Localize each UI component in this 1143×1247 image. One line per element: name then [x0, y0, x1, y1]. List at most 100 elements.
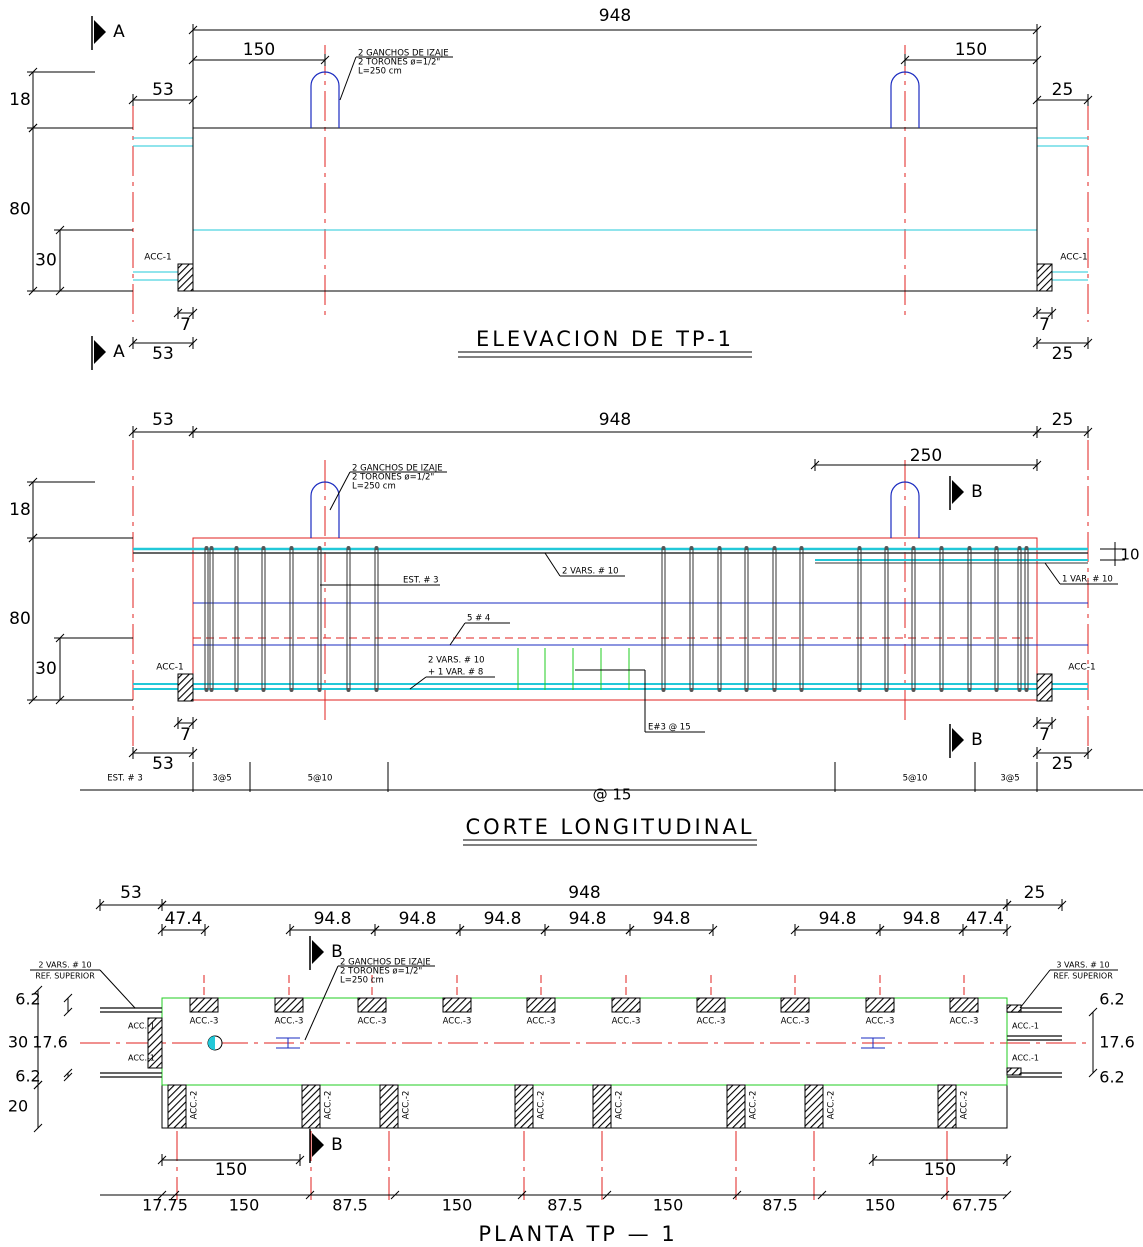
dim-label: 80 [9, 609, 31, 629]
note: L=250 cm [340, 976, 384, 986]
dim-label: 30 [35, 659, 57, 679]
label: ACC.-2 [827, 1091, 837, 1120]
bar-dot [289, 546, 294, 550]
accessory [514, 1084, 534, 1129]
bar-dot [317, 546, 322, 550]
note: 2 GANCHOS DE IZAJE [340, 958, 431, 968]
note: L=250 cm [358, 67, 402, 77]
accessory [177, 673, 194, 702]
section-mark: A [113, 22, 125, 42]
dim-label: 67.75 [952, 1196, 998, 1215]
dim-label: 6.2 [1099, 1068, 1124, 1087]
bar-dot [317, 688, 322, 692]
accessory [379, 1084, 399, 1129]
dim-tick [732, 1190, 742, 1200]
view-title: PLANTA TP — 1 [478, 1222, 677, 1246]
dim-label: 30 [35, 251, 57, 271]
dim-label: 6.2 [15, 1067, 40, 1086]
dim-label: 25 [1052, 754, 1074, 774]
label: ACC.-2 [537, 1091, 547, 1120]
label: REF. SUPERIOR [1053, 972, 1113, 981]
section-mark: B [331, 1135, 343, 1155]
dim-label: 17.6 [1099, 1033, 1135, 1052]
bar-dot [884, 688, 889, 692]
dim-tick [517, 1190, 527, 1200]
section-mark: A [113, 342, 125, 362]
label: 2 VARS. # 10 [428, 656, 485, 666]
note: 2 TORONES ø=1/2" [352, 473, 434, 483]
label: 2 VARS. # 10 [38, 961, 91, 970]
leader [329, 471, 351, 511]
label: ACC-1 [144, 253, 172, 263]
leader [544, 552, 561, 577]
dim-label: 150 [229, 1196, 260, 1215]
bar-dot [374, 546, 379, 550]
bar-dot [1024, 546, 1029, 550]
spacing-label: EST. # 3 [107, 774, 143, 784]
label: ACC.-2 [749, 1091, 759, 1120]
label: ACC.-1 [1012, 1054, 1039, 1063]
dim-label: 20 [8, 1097, 28, 1116]
label: REF. SUPERIOR [35, 972, 95, 981]
bar-dot [689, 688, 694, 692]
dim-label: 150 [442, 1196, 473, 1215]
dim-label: 94.8 [819, 909, 857, 929]
dim-tick [157, 1190, 167, 1200]
dim-label: 94.8 [399, 909, 437, 929]
label: ACC.-3 [697, 1017, 726, 1027]
bar-dot [1024, 688, 1029, 692]
dim-label: 94.8 [314, 909, 352, 929]
bar-dot [799, 546, 804, 550]
bar-dot [374, 688, 379, 692]
bar-dot [261, 546, 266, 550]
dim-tick [33, 985, 43, 995]
accessory [1006, 1067, 1022, 1076]
leader [339, 56, 357, 101]
bar-dot [911, 688, 916, 692]
note: 2 TORONES ø=1/2" [358, 58, 440, 68]
leader [1044, 562, 1061, 585]
dim-label: 150 [955, 40, 987, 60]
dim-label: 150 [243, 40, 275, 60]
label: 3 VARS. # 10 [1056, 961, 1109, 970]
label: ACC-1 [1068, 663, 1096, 673]
dim-tick [63, 993, 73, 1003]
dim-label: 7 [180, 725, 191, 745]
section-mark-arrow [952, 728, 964, 752]
dim-tick [63, 1072, 73, 1082]
label: ACC.-2 [324, 1091, 334, 1120]
dim-label: 53 [120, 883, 142, 903]
label: ACC.-2 [615, 1091, 625, 1120]
label: ACC.-2 [402, 1091, 412, 1120]
dim-tick [63, 1068, 73, 1078]
bar-dot [209, 546, 214, 550]
section-mark-arrow [94, 340, 106, 364]
dim-label: 6.2 [15, 990, 40, 1009]
label: ACC.-2 [960, 1091, 970, 1120]
dim-label: 30 [8, 1033, 28, 1052]
bar-dot [994, 688, 999, 692]
dim-tick [1002, 1190, 1012, 1200]
bar-dot [884, 546, 889, 550]
bar-dot [994, 546, 999, 550]
lifting-hook [890, 71, 920, 128]
dim-label: 47.4 [966, 909, 1004, 929]
bar-dot [234, 546, 239, 550]
accessory [442, 997, 472, 1013]
accessory [177, 263, 194, 292]
leader [409, 676, 427, 690]
dim-label: 7 [180, 315, 191, 335]
dim-tick [1088, 1007, 1098, 1017]
label: ACC.-3 [443, 1017, 472, 1027]
dim-label: 948 [599, 6, 631, 26]
lifting-hook [310, 481, 340, 538]
spacing-label: 5@10 [308, 774, 333, 784]
bar-dot [857, 546, 862, 550]
dim-label: 47.4 [165, 909, 203, 929]
label: E#3 @ 15 [648, 723, 691, 733]
accessory [274, 997, 304, 1013]
view-title: ELEVACION DE TP-1 [476, 327, 734, 351]
accessory [189, 997, 219, 1013]
dim-label: 53 [152, 754, 174, 774]
bar-dot [799, 688, 804, 692]
